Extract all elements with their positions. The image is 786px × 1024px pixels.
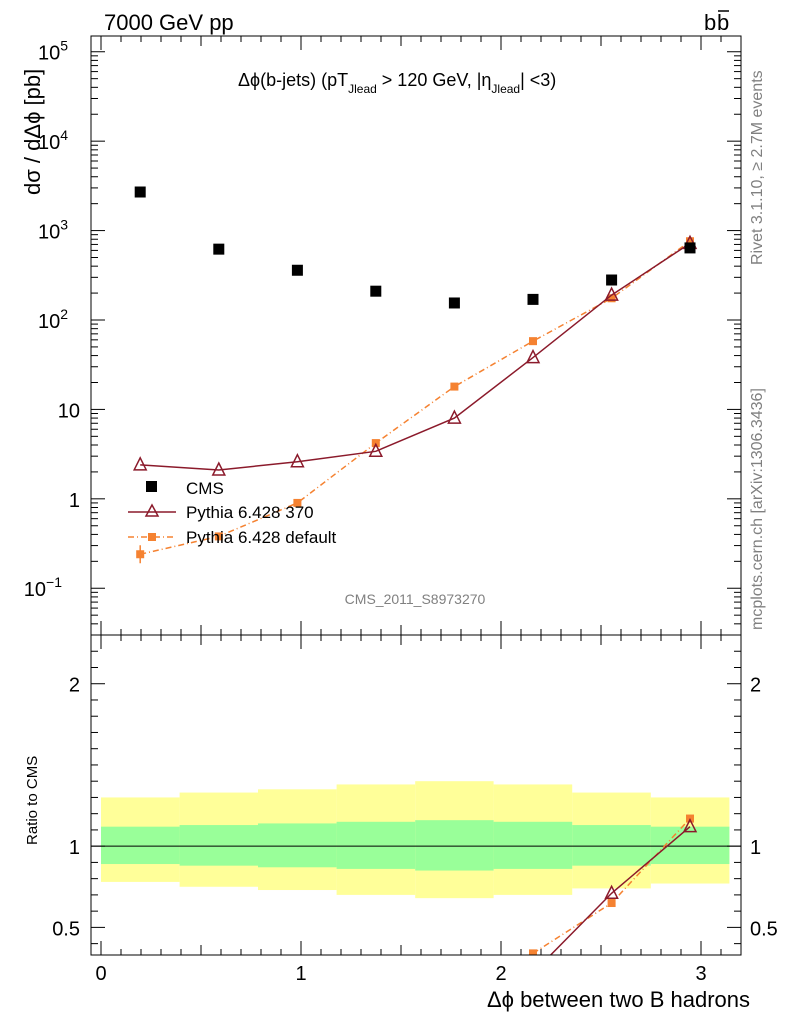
main-y-tick-label: 102	[38, 306, 68, 333]
legend-pythia370-label: Pythia 6.428 370	[186, 503, 314, 522]
ratio-band-stat	[258, 823, 337, 868]
ratio-band-stat	[493, 821, 573, 869]
main-title: Δϕ(b-jets) (pTJlead > 120 GeV, |ηJlead| …	[238, 70, 556, 96]
pythia-370-point	[368, 442, 384, 458]
main-y-tick-label: 1	[69, 490, 80, 512]
cms-point	[291, 264, 303, 276]
legend-pythia-default-marker	[148, 533, 156, 541]
ratio-y-tick-label-right: 0.5	[750, 918, 778, 940]
title-mid: > 120 GeV, |η	[377, 70, 492, 90]
ratio-pythia-370-point	[604, 884, 619, 900]
cms-point	[684, 242, 696, 254]
main-y-tick-label: 103	[38, 217, 68, 244]
pythia-default-point	[136, 550, 145, 559]
x-tick-label: 0	[95, 963, 106, 985]
energy-label: 7000 GeV pp	[104, 10, 234, 35]
ratio-frame	[90, 634, 742, 956]
cms-point	[527, 293, 539, 305]
pythia-default-point	[529, 337, 537, 346]
ratio-pythia-370-line	[549, 826, 691, 955]
title-sub1: Jlead	[348, 82, 377, 96]
pythia-370-point	[525, 348, 541, 364]
ratio-y-tick-label-left: 0.5	[52, 918, 80, 940]
ratio-x-tick-labels: 0 1 2 3	[95, 963, 706, 985]
process-label-bbar: b	[717, 10, 729, 35]
ratio-pythia-default-point	[607, 899, 616, 908]
pythia-default-point	[293, 498, 302, 507]
ratio-series-layer	[527, 814, 698, 978]
ratio-y-tick-label-right: 2	[750, 675, 761, 697]
pythia-default-line	[140, 240, 691, 555]
process-label: b b	[704, 10, 729, 35]
main-y-axis-label: dσ / dΔϕ [pb]	[20, 69, 45, 195]
rivet-label: Rivet 3.1.10, ≥ 2.7M events	[749, 70, 766, 265]
main-y-tick-label: 104	[38, 127, 68, 154]
x-axis-label: Δϕ between two B hadrons	[487, 987, 750, 1012]
pythia-370-point	[290, 453, 305, 468]
cms-point	[370, 285, 382, 297]
x-tick-label: 1	[295, 963, 306, 985]
ratio-pythia-default-point	[529, 949, 537, 955]
mcplots-label: mcplots.cern.ch [arXiv:1306.3436]	[749, 388, 766, 630]
legend-cms-label: CMS	[186, 479, 224, 498]
pythia-370-point	[447, 409, 462, 424]
title-prefix: Δϕ(b-jets) (pT	[238, 70, 348, 90]
pythia-default-point	[607, 294, 616, 303]
pythia-370-point	[604, 286, 619, 301]
ratio-series-clip-group	[527, 814, 698, 978]
x-tick-label: 3	[695, 963, 706, 985]
pythia-default-point	[450, 382, 459, 391]
process-label-b: b	[704, 10, 716, 35]
main-y-tick-label: 10−1	[24, 574, 62, 601]
ratio-band-stat	[179, 825, 258, 866]
ratio-axis-ticks	[91, 635, 741, 955]
main-y-tick-label: 10	[58, 400, 80, 422]
pythia-370-line	[140, 242, 691, 471]
ratio-y-tick-label-right: 1	[750, 837, 761, 859]
legend-pythia-default-label: Pythia 6.428 default	[186, 528, 337, 547]
ratio-uncertainty-bands	[101, 781, 730, 899]
analysis-watermark: CMS_2011_S8973270	[345, 591, 486, 607]
main-panel: 10−1 1 10 102 103 104 105 Δϕ(b-jets) (pTJlead …	[20, 35, 742, 636]
main-y-tick-label: 105	[38, 38, 68, 65]
cms-point	[134, 186, 146, 198]
ratio-y-tick-label-left: 2	[69, 675, 80, 697]
ratio-y-tick-labels: 0.5 0.5 1 1 2 2	[52, 675, 778, 941]
x-tick-label: 2	[495, 963, 506, 985]
cms-point	[606, 274, 618, 286]
pythia-default-point	[214, 532, 223, 541]
legend: CMS Pythia 6.428 370 Pythia 6.428 defaul…	[128, 479, 337, 547]
ratio-y-tick-label-left: 1	[69, 837, 80, 859]
pythia-370-point	[132, 456, 148, 471]
pythia-default-point	[686, 237, 694, 246]
title-sub2: Jlead	[491, 82, 520, 96]
legend-cms-marker	[146, 481, 157, 492]
ratio-y-axis-label: Ratio to CMS	[24, 756, 41, 845]
ratio-panel: 0.5 0.5 1 1 2 2 0 1 2 3 Ratio to CMS Δϕ between …	[24, 634, 778, 1012]
ratio-band-stat	[650, 826, 730, 865]
cms-point	[448, 297, 460, 309]
main-series-layer	[132, 186, 698, 564]
cms-point	[213, 243, 225, 255]
main-y-tick-labels: 10−1 1 10 102 103 104 105	[24, 38, 80, 602]
title-suffix: | <3)	[520, 70, 556, 90]
ratio-band-stat	[101, 826, 180, 865]
ratio-pythia-370-point	[527, 966, 539, 978]
main-axis-ticks	[91, 36, 741, 636]
ratio-pythia-370-point	[682, 817, 698, 833]
ratio-band-stat	[336, 821, 416, 869]
ratio-band-stat	[572, 825, 651, 866]
legend-pythia370-marker	[144, 503, 160, 517]
pythia-370-point	[211, 461, 227, 476]
ratio-band-stat	[415, 820, 494, 871]
